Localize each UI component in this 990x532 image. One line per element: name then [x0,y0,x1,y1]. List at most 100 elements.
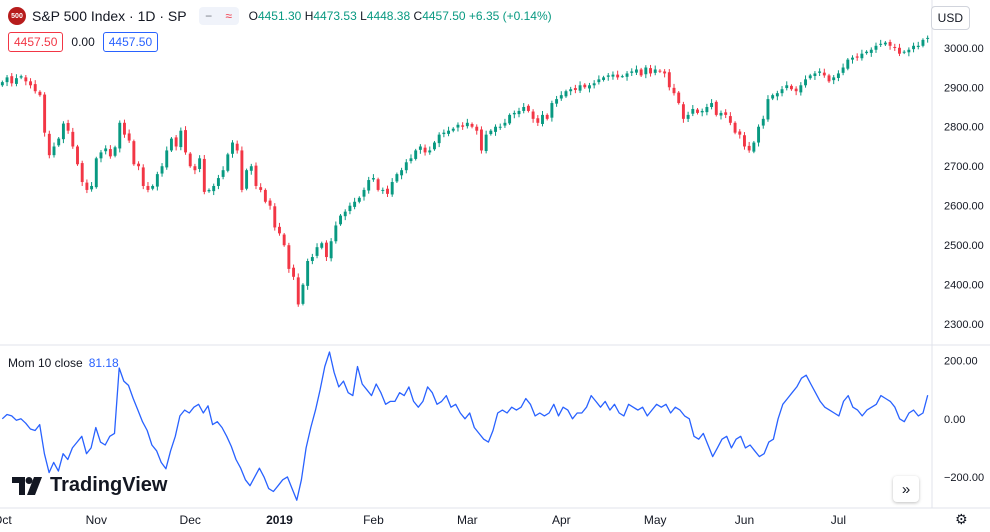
candle-body [550,103,554,118]
candle-body [428,150,432,153]
chart-controls: − ≈ [198,7,239,25]
candle-body [386,188,389,194]
candle-body [146,185,150,190]
candle-body [883,42,887,45]
tradingview-logo[interactable]: TradingView [12,474,167,497]
candle-body [503,122,507,126]
candle-body [437,134,441,144]
time-tick-label: Jun [735,513,754,527]
candle-body [526,105,530,111]
candle-body [306,261,310,286]
indicator-label: Mom 10 close [8,356,83,370]
candle-body [545,114,549,119]
candle-body [174,137,178,147]
momentum-line [1,351,929,501]
candle-body [118,122,122,149]
candle-body [714,101,718,115]
price-tick-label: 2400.00 [944,280,984,292]
candle-body [874,45,878,50]
momentum-tick-label: 0.00 [944,414,965,426]
momentum-axis-ticks: 200.00 0.00 −200.00 [944,356,984,484]
settings-gear-icon[interactable]: ⚙ [955,511,968,527]
candle-body [879,43,883,45]
sell-button[interactable]: 4457.50 [8,32,64,52]
candle-body [38,91,42,96]
candle-body [865,51,869,54]
candle-body [362,189,366,197]
candle-body [212,185,216,192]
candle-body [14,78,18,84]
candle-body [451,128,455,131]
candle-body [235,143,239,151]
momentum-tick-label: 200.00 [944,356,978,368]
candle-body [47,133,51,156]
time-tick-label: Oct [0,513,12,527]
candle-body [916,45,920,47]
time-tick-label: Mar [457,513,478,527]
candle-body [719,112,723,116]
candle-body [90,185,94,190]
candle-body [418,146,422,150]
candle-body [479,129,483,151]
ohlc-values: O4451.30 H4473.53 L4448.38 C4457.50 +6.3… [249,9,552,23]
price-tick-label: 2800.00 [944,122,984,134]
candle-body [80,163,84,183]
candle-body [381,189,385,191]
candle-body [813,73,817,77]
candle-body [907,49,911,53]
candle-body [733,122,737,133]
symbol-title[interactable]: S&P 500 Index · 1D · SP [32,8,187,24]
candle-body [855,56,859,58]
currency-selector[interactable]: USD [930,6,970,30]
candle-body [353,201,357,207]
candle-body [677,92,681,104]
candle-body [66,122,70,131]
candle-body [658,70,662,72]
candle-body [165,150,169,168]
scroll-to-realtime-button[interactable]: » [893,476,919,502]
candle-body [137,163,141,167]
candle-body [329,241,333,259]
candle-body [766,99,770,120]
candle-body [724,112,728,115]
candle-body [498,126,502,128]
candle-body [104,148,108,152]
candle-body [602,77,606,80]
open-value: 4451.30 [257,9,302,23]
candle-body [320,243,324,248]
candle-body [921,39,925,46]
candle-body [583,84,587,88]
open-label: O [248,9,258,23]
indicator-legend[interactable]: Mom 10 close 81.18 [8,356,119,370]
candle-body [508,114,512,124]
wave-icon[interactable]: ≈ [218,7,239,25]
time-tick-label: Dec [180,513,201,527]
chart-axes [0,0,990,509]
buy-button[interactable]: 4457.50 [102,32,159,52]
candle-body [536,118,540,123]
candle-body [926,37,930,39]
candle-body [400,170,404,176]
candle-body [193,166,197,171]
candle-body [489,130,493,135]
candle-body [649,68,652,74]
candle-body [818,71,822,73]
minus-icon[interactable]: − [198,7,219,25]
candle-body [221,170,225,177]
price-tick-label: 2600.00 [944,201,984,213]
indicator-value: 81.18 [88,356,119,370]
candle-body [254,165,258,186]
candle-body [268,200,272,206]
candle-body [822,72,826,76]
candle-body [681,104,685,119]
candle-body [484,134,488,152]
candle-body [113,147,117,156]
price-tick-label: 2300.00 [944,319,984,331]
price-tick-label: 2900.00 [944,82,984,94]
high-value: 4473.53 [313,9,357,23]
candle-body [198,158,202,169]
candle-body [442,132,446,135]
candle-body [310,257,314,261]
candle-body [625,73,629,77]
